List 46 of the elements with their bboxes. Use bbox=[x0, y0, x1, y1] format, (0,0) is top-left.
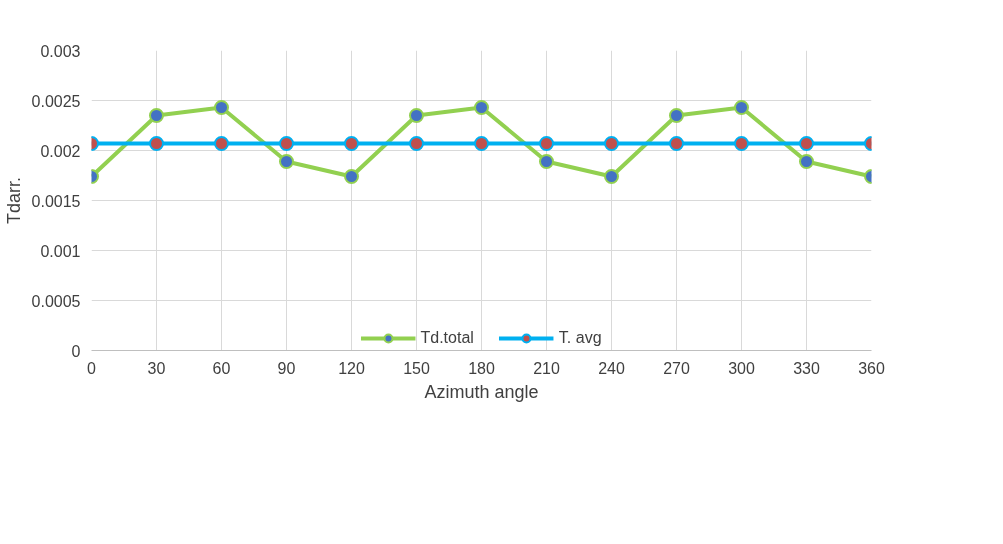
point bbox=[214, 100, 229, 115]
point bbox=[669, 136, 684, 151]
point bbox=[669, 108, 684, 123]
y-tick-label: 0.0015 bbox=[31, 192, 81, 210]
x-tick-label: 240 bbox=[598, 359, 625, 377]
x-tick-label: 150 bbox=[403, 359, 430, 377]
point bbox=[799, 136, 814, 151]
point bbox=[604, 136, 619, 151]
x-tick-label: 30 bbox=[147, 359, 166, 377]
y-tick-label: 0.0005 bbox=[31, 292, 81, 310]
x-axis-title: Azimuth angle bbox=[424, 381, 539, 402]
point bbox=[539, 154, 554, 169]
point bbox=[409, 136, 424, 151]
y-tick-label: 0.001 bbox=[40, 242, 81, 260]
y-tick-label: 0.003 bbox=[40, 42, 81, 60]
point bbox=[474, 100, 489, 115]
x-tick-label: 330 bbox=[793, 359, 820, 377]
point bbox=[799, 154, 814, 169]
y-tick-label: 0 bbox=[71, 342, 81, 360]
point bbox=[474, 136, 489, 151]
point bbox=[149, 108, 164, 123]
x-tick-label: 0 bbox=[87, 359, 97, 377]
point bbox=[279, 154, 294, 169]
point bbox=[734, 136, 749, 151]
point bbox=[149, 136, 164, 151]
point bbox=[604, 169, 619, 184]
x-tick-label: 210 bbox=[533, 359, 560, 377]
x-tick-label: 300 bbox=[728, 359, 755, 377]
x-tick-label: 120 bbox=[338, 359, 365, 377]
y-axis-title: Tdarr. bbox=[3, 176, 24, 225]
x-tick-label: 60 bbox=[212, 359, 231, 377]
point bbox=[344, 169, 359, 184]
point bbox=[734, 100, 749, 115]
x-tick-label: 360 bbox=[858, 359, 885, 377]
point bbox=[539, 136, 554, 151]
y-tick-label: 0.002 bbox=[40, 142, 81, 160]
point bbox=[214, 136, 229, 151]
legend-label: T. avg bbox=[558, 329, 602, 347]
point bbox=[279, 136, 294, 151]
x-tick-label: 270 bbox=[663, 359, 690, 377]
x-tick-label: 180 bbox=[468, 359, 495, 377]
legend-label: Td.total bbox=[420, 329, 474, 347]
point bbox=[344, 136, 359, 151]
y-tick-label: 0.0025 bbox=[31, 92, 81, 110]
x-tick-label: 90 bbox=[277, 359, 296, 377]
point bbox=[409, 108, 424, 123]
